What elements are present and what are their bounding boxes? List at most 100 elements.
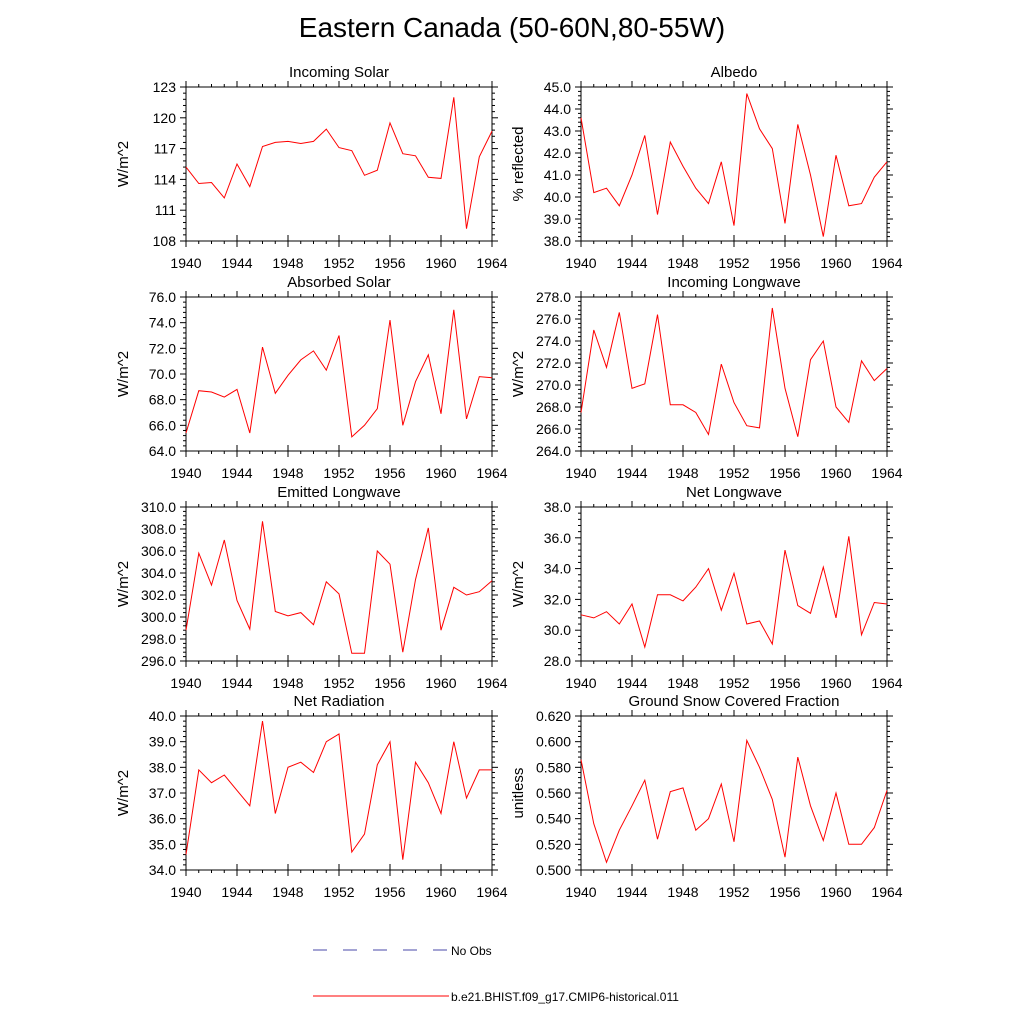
y-tick-label: 310.0: [141, 499, 176, 515]
y-tick-label: 34.0: [149, 862, 176, 878]
y-tick-label: 306.0: [141, 543, 176, 559]
y-tick-label: 41.0: [544, 167, 571, 183]
y-tick-label: 35.0: [149, 836, 176, 852]
y-tick-label: 66.0: [149, 417, 176, 433]
x-tick-label: 1964: [871, 675, 902, 691]
y-tick-label: 45.0: [544, 79, 571, 95]
x-tick-label: 1948: [272, 675, 303, 691]
y-tick-label: 36.0: [149, 811, 176, 827]
chart-title: Albedo: [711, 64, 758, 81]
x-tick-label: 1956: [769, 884, 800, 900]
y-tick-label: 268.0: [536, 399, 571, 415]
y-tick-label: 40.0: [544, 189, 571, 205]
chart-panel-6: Net Longwave W/m^2 1940 1944 1948 1952 1956 196…: [510, 484, 903, 691]
x-tick-label: 1964: [476, 675, 507, 691]
x-tick-label: 1956: [374, 255, 405, 271]
x-tick-label: 1960: [425, 675, 456, 691]
plot-frame: [580, 86, 888, 242]
y-tick-label: 0.580: [536, 759, 571, 775]
y-tick-label: 37.0: [149, 785, 176, 801]
x-tick-label: 1956: [374, 465, 405, 481]
legend-label: No Obs: [451, 944, 492, 958]
x-tick-label: 1948: [272, 884, 303, 900]
y-tick-label: 266.0: [536, 421, 571, 437]
y-tick-label: 123: [153, 79, 177, 95]
x-tick-label: 1952: [718, 675, 749, 691]
y-axis-label: W/m^2: [115, 561, 132, 607]
chart-title: Incoming Longwave: [667, 274, 800, 291]
x-tick-label: 1964: [871, 884, 902, 900]
y-tick-label: 108: [153, 233, 177, 249]
x-tick-label: 1940: [170, 675, 201, 691]
series-line: [580, 536, 888, 650]
x-tick-label: 1952: [718, 255, 749, 271]
series-line: [580, 93, 888, 237]
x-tick-label: 1960: [820, 675, 851, 691]
chart-panel-7: Net Radiation W/m^2 1940 1944 1948 1952 1956 19…: [115, 693, 508, 900]
x-tick-label: 1956: [769, 675, 800, 691]
x-tick-label: 1944: [221, 675, 252, 691]
y-tick-label: 34.0: [544, 561, 571, 577]
x-tick-label: 1960: [425, 884, 456, 900]
y-tick-label: 272.0: [536, 355, 571, 371]
chart-title: Incoming Solar: [289, 64, 389, 81]
series-line: [185, 309, 493, 438]
y-tick-label: 42.0: [544, 145, 571, 161]
x-tick-label: 1940: [565, 255, 596, 271]
y-tick-label: 304.0: [141, 565, 176, 581]
x-tick-label: 1948: [667, 465, 698, 481]
y-axis-label: W/m^2: [115, 141, 132, 187]
y-axis-label: W/m^2: [115, 770, 132, 816]
page-title: Eastern Canada (50-60N,80-55W): [298, 12, 726, 43]
x-tick-label: 1948: [272, 465, 303, 481]
y-tick-label: 39.0: [544, 211, 571, 227]
chart-title: Ground Snow Covered Fraction: [629, 693, 840, 710]
plot-frame: [185, 715, 493, 871]
chart-panel-2: Albedo % reflected 1940 1944 1948 1952 1956 196…: [510, 64, 903, 271]
y-tick-label: 298.0: [141, 631, 176, 647]
x-tick-label: 1952: [323, 465, 354, 481]
plot-frame: [185, 506, 493, 662]
x-tick-label: 1964: [476, 255, 507, 271]
y-tick-label: 76.0: [149, 289, 176, 305]
y-tick-label: 270.0: [536, 377, 571, 393]
chart-panel-3: Absorbed Solar W/m^2 1940 1944 1948 1952 1956 1…: [115, 274, 508, 481]
x-tick-label: 1952: [323, 884, 354, 900]
y-tick-label: 300.0: [141, 609, 176, 625]
y-tick-label: 117: [154, 141, 177, 157]
series-line: [185, 721, 492, 860]
x-tick-label: 1940: [170, 465, 201, 481]
y-tick-label: 36.0: [544, 530, 571, 546]
x-tick-label: 1944: [221, 465, 252, 481]
y-tick-label: 64.0: [149, 443, 176, 459]
y-tick-label: 40.0: [149, 708, 176, 724]
y-axis-label: unitless: [510, 768, 527, 819]
chart-title: Emitted Longwave: [277, 484, 400, 501]
chart-panel-1: Incoming Solar W/m^2 1940 1944 1948 1952 1956 1…: [115, 64, 508, 271]
x-tick-label: 1948: [667, 675, 698, 691]
series-line: [185, 521, 493, 654]
y-tick-label: 0.540: [536, 811, 571, 827]
x-tick-label: 1948: [667, 255, 698, 271]
y-tick-label: 114: [154, 171, 177, 187]
series-line: [580, 307, 888, 437]
x-tick-label: 1952: [323, 255, 354, 271]
x-tick-label: 1956: [374, 675, 405, 691]
y-tick-label: 111: [155, 202, 176, 218]
x-tick-label: 1952: [718, 465, 749, 481]
y-tick-label: 44.0: [544, 101, 571, 117]
plot-frame: [185, 86, 493, 242]
x-tick-label: 1948: [272, 255, 303, 271]
x-tick-label: 1940: [565, 884, 596, 900]
x-tick-label: 1964: [871, 255, 902, 271]
y-tick-label: 0.500: [536, 862, 571, 878]
plot-frame: [580, 715, 888, 871]
y-tick-label: 38.0: [544, 499, 571, 515]
y-tick-label: 32.0: [544, 591, 571, 607]
x-tick-label: 1960: [425, 465, 456, 481]
x-tick-label: 1964: [476, 884, 507, 900]
chart-title: Net Radiation: [294, 693, 385, 710]
x-tick-label: 1960: [820, 884, 851, 900]
y-tick-label: 0.560: [536, 785, 571, 801]
